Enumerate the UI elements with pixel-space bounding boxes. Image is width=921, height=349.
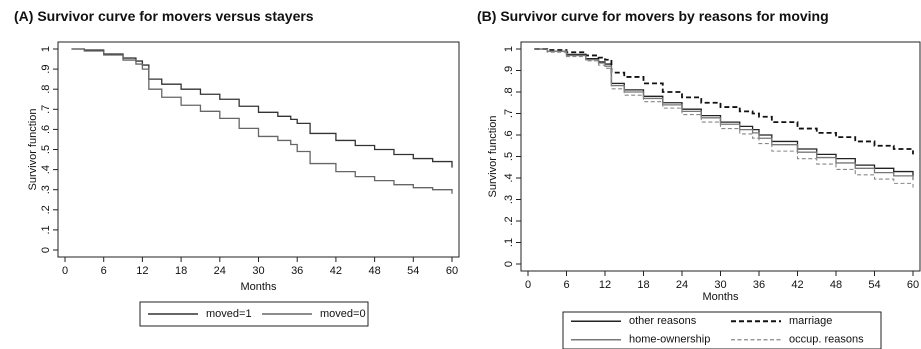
chart-b-legend-label: home-ownership xyxy=(629,334,710,346)
chart-a-xtick-label: 12 xyxy=(136,265,148,277)
chart-b-ytick-label: .8 xyxy=(503,87,515,96)
chart-a-ytick-label: .8 xyxy=(40,85,52,94)
chart-b-xtick-label: 36 xyxy=(753,279,765,291)
chart-a-ytick-label: .2 xyxy=(40,205,52,214)
chart-a-series-moved-1-line xyxy=(71,48,453,168)
chart-a-xtick-label: 60 xyxy=(446,265,458,277)
chart-b-xtick-label: 30 xyxy=(714,279,726,291)
chart-a-ytick-label: .1 xyxy=(40,225,52,234)
chart-b-ytick-label: 0 xyxy=(503,261,515,267)
chart-b-ytick-label: .2 xyxy=(503,216,515,225)
chart-a-xtick-label: 48 xyxy=(368,265,380,277)
chart-b-ytick-label: .3 xyxy=(503,195,515,204)
chart-b-ytick-label: .9 xyxy=(503,66,515,75)
chart-b-xtick-label: 48 xyxy=(830,279,842,291)
chart-b-legend-box xyxy=(562,311,882,349)
chart-b-series-occup-reasons-line xyxy=(534,48,914,188)
chart-b-legend-label: occup. reasons xyxy=(789,334,864,346)
chart-b-y-axis-title: Survivor function xyxy=(487,116,499,198)
chart-a-legend-label: moved=1 xyxy=(206,308,252,320)
chart-b-legend-label: other reasons xyxy=(629,315,697,327)
chart-b-ytick-label: .6 xyxy=(503,130,515,139)
chart-a-xtick-label: 18 xyxy=(175,265,187,277)
chart-b-xtick-label: 18 xyxy=(637,279,649,291)
chart-b-series-other-reasons-line xyxy=(534,48,914,176)
chart-a-title: (A) Survivor curve for movers versus sta… xyxy=(14,8,314,24)
chart-a-ytick-label: .5 xyxy=(40,145,52,154)
chart-b-series-home-ownership-line xyxy=(534,48,914,181)
chart-b-ytick-label: .5 xyxy=(503,152,515,161)
chart-a-ytick-label: .4 xyxy=(40,165,52,174)
chart-a-legend-label: moved=0 xyxy=(320,308,366,320)
chart-a-ytick-label: .9 xyxy=(40,65,52,74)
chart-a-xtick-label: 0 xyxy=(62,265,68,277)
chart-b-xtick-label: 6 xyxy=(563,279,569,291)
chart-a-xtick-label: 6 xyxy=(101,265,107,277)
chart-a-plot-frame xyxy=(57,41,460,258)
chart-a-xtick-label: 54 xyxy=(407,265,419,277)
chart-a-x-axis-title: Months xyxy=(240,281,277,293)
chart-b-xtick-label: 42 xyxy=(791,279,803,291)
chart-a-series-moved-0-line xyxy=(71,48,453,194)
chart-b-legend-label: marriage xyxy=(789,315,832,327)
chart-b-xtick-label: 12 xyxy=(599,279,611,291)
chart-b-ytick-label: .4 xyxy=(503,173,515,182)
chart-b-series-marriage-line xyxy=(534,48,914,155)
chart-b-plot-frame xyxy=(520,41,921,272)
chart-a-y-axis-title: Survivor function xyxy=(27,109,39,191)
chart-b-title: (B) Survivor curve for movers by reasons… xyxy=(477,8,829,24)
chart-a-xtick-label: 24 xyxy=(214,265,226,277)
chart-a-xtick-label: 42 xyxy=(330,265,342,277)
chart-b-xtick-label: 24 xyxy=(676,279,688,291)
chart-b-xtick-label: 54 xyxy=(868,279,880,291)
chart-b-xtick-label: 0 xyxy=(525,279,531,291)
chart-b-x-axis-title: Months xyxy=(702,291,739,303)
chart-b-ytick-label: .1 xyxy=(503,238,515,247)
chart-b-ytick-label: 1 xyxy=(503,46,515,52)
chart-b-xtick-label: 60 xyxy=(907,279,919,291)
chart-a-ytick-label: .3 xyxy=(40,185,52,194)
chart-a-xtick-label: 36 xyxy=(291,265,303,277)
chart-b-ytick-label: .7 xyxy=(503,109,515,118)
chart-a-ytick-label: 0 xyxy=(40,247,52,253)
chart-a-ytick-label: .7 xyxy=(40,105,52,114)
chart-a-ytick-label: 1 xyxy=(40,46,52,52)
chart-a-xtick-label: 30 xyxy=(252,265,264,277)
chart-a-ytick-label: .6 xyxy=(40,125,52,134)
